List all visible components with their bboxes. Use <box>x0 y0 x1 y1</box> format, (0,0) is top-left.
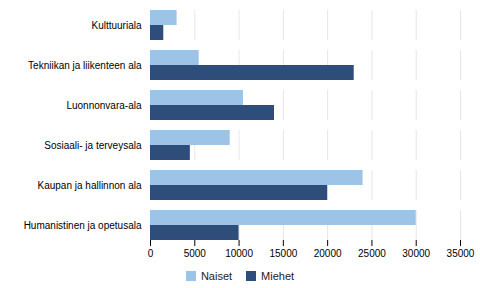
svg-text:Sosiaali- ja terveysala: Sosiaali- ja terveysala <box>44 140 142 151</box>
svg-text:5000: 5000 <box>184 248 207 259</box>
svg-text:20000: 20000 <box>314 248 342 259</box>
html-text:Naiset: Naiset <box>200 270 233 282</box>
svg-text:15000: 15000 <box>269 248 297 259</box>
svg-text:30000: 30000 <box>402 248 430 259</box>
svg-text:Kulttuuriala: Kulttuuriala <box>91 20 141 31</box>
svg-text:Luonnonvara-ala: Luonnonvara-ala <box>66 100 141 111</box>
svg-text:Tekniikan ja liikenteen ala: Tekniikan ja liikenteen ala <box>28 60 142 71</box>
svg-text:35000: 35000 <box>447 248 475 259</box>
svg-text:10000: 10000 <box>225 248 253 259</box>
svg-text:0: 0 <box>148 248 154 259</box>
svg-text:Kaupan ja hallinnon ala: Kaupan ja hallinnon ala <box>38 180 142 191</box>
html-text:Miehet: Miehet <box>261 270 295 282</box>
svg-text:Humanistinen ja opetusala: Humanistinen ja opetusala <box>24 220 142 231</box>
svg-text:25000: 25000 <box>358 248 386 259</box>
